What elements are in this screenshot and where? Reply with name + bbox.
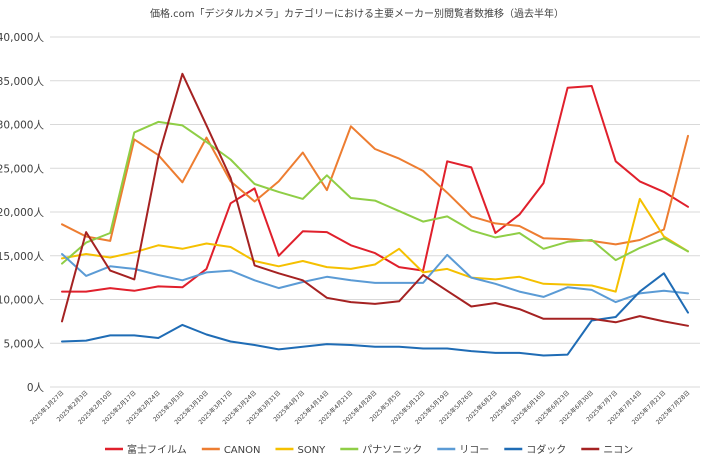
y-tick-label: 35,000人 [0,76,44,88]
y-tick-label: 15,000人 [0,251,44,263]
y-tick-label: 30,000人 [0,120,44,132]
y-tick-label: 40,000人 [0,32,44,44]
y-axis-tick-labels: 0人 5,000人 10,000人 15,000人 20,000人 25,000人 30,0… [0,32,44,394]
legend-label: コダック [526,443,566,456]
legend-label: 富士フイルム [127,443,187,456]
chart-title: 価格.com「デジタルカメラ」カテゴリーにおける主要メーカー別閲覧者数推移（過去… [150,7,564,20]
y-tick-label: 5,000人 [3,338,44,350]
y-tick-label: 10,000人 [0,295,44,307]
legend-label: CANON [224,445,261,456]
series-line-0 [61,85,689,293]
series-lines [61,72,689,357]
series-line-5 [61,272,689,357]
legend-label: SONY [297,445,326,456]
y-tick-label: 0人 [27,382,45,394]
series-line-3 [61,120,689,265]
series-line-2 [61,197,689,293]
legend-label: ニコン [603,445,633,456]
series-line-6 [61,72,689,327]
legend-label: パナソニック [362,444,422,456]
y-tick-label: 20,000人 [0,207,44,219]
gridlines [50,36,700,388]
legend: 富士フイルム CANON SONY パナソニック リコー コダック ニコン [105,443,633,456]
y-tick-label: 25,000人 [0,163,44,175]
series-line-4 [61,253,689,304]
legend-label: リコー [459,445,489,456]
